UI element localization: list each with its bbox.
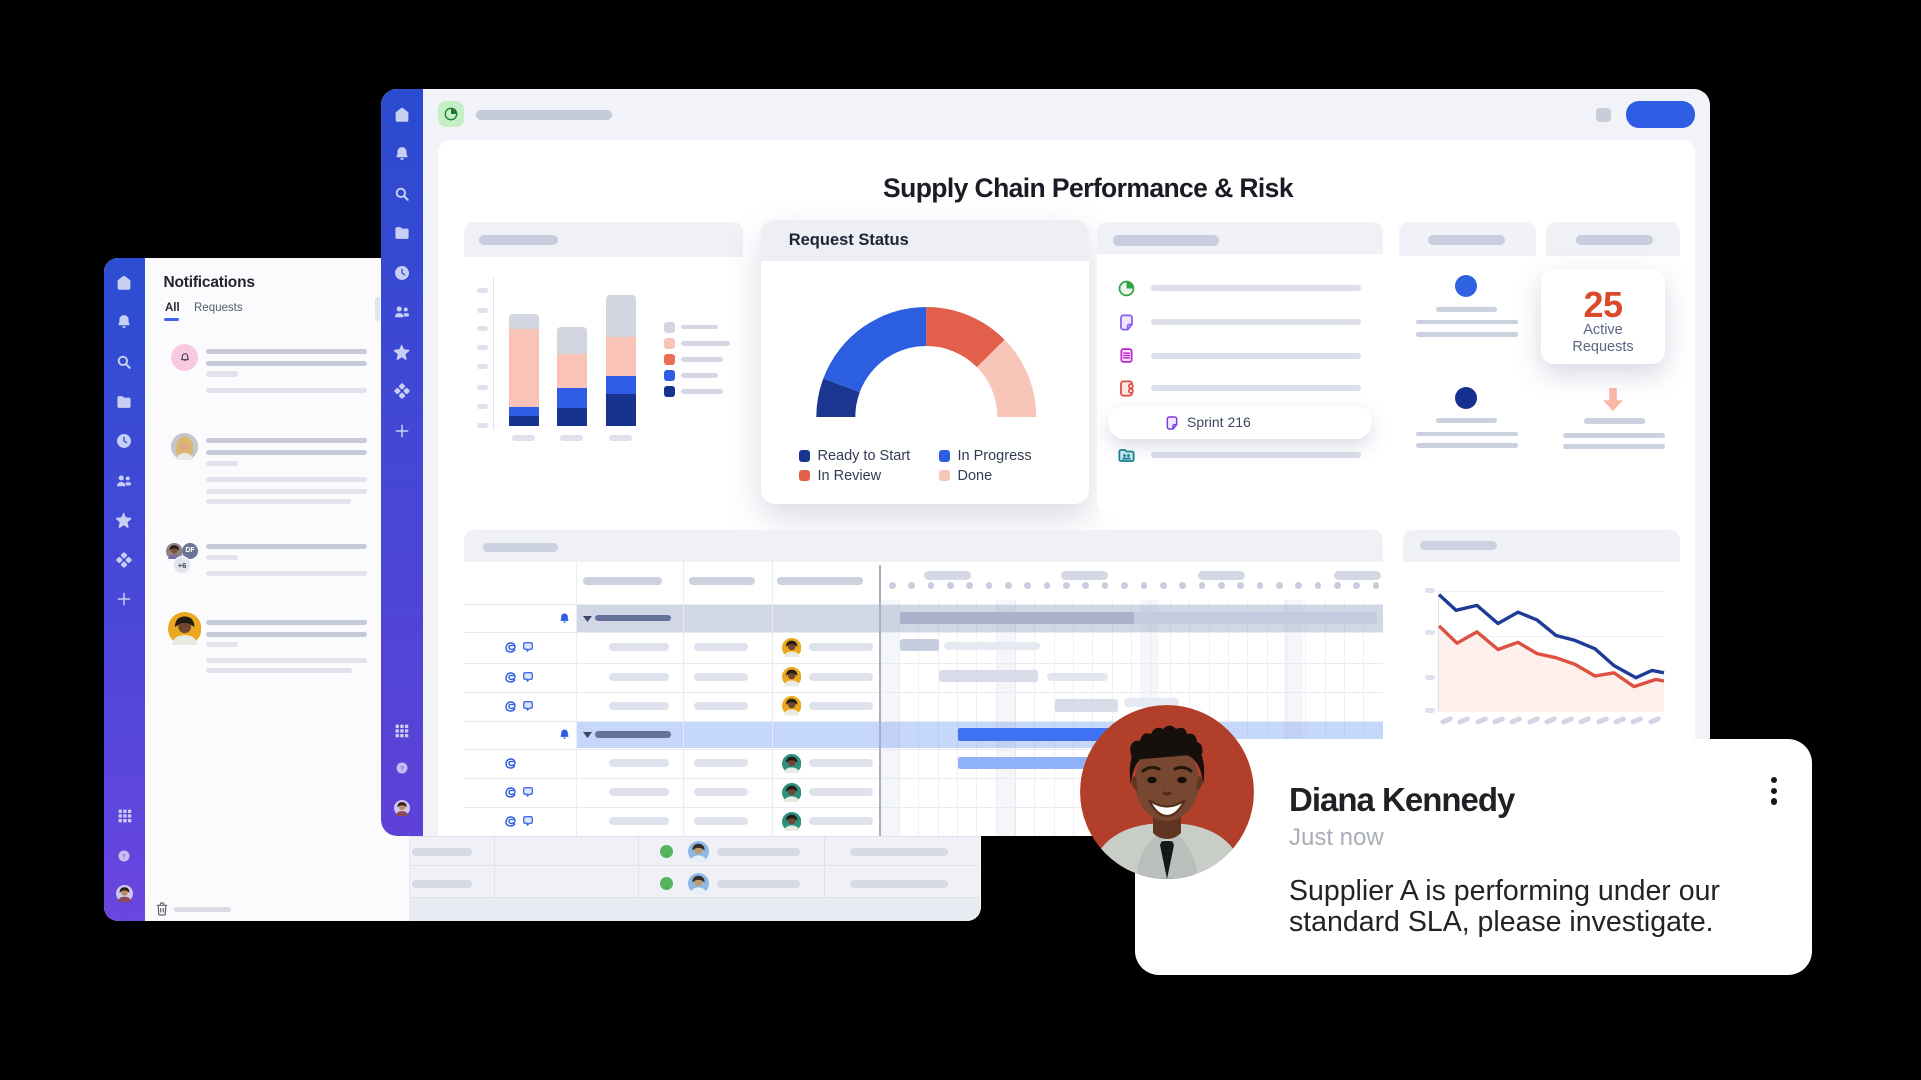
svg-text:?: ? (122, 853, 126, 860)
svg-text:?: ? (400, 765, 404, 772)
